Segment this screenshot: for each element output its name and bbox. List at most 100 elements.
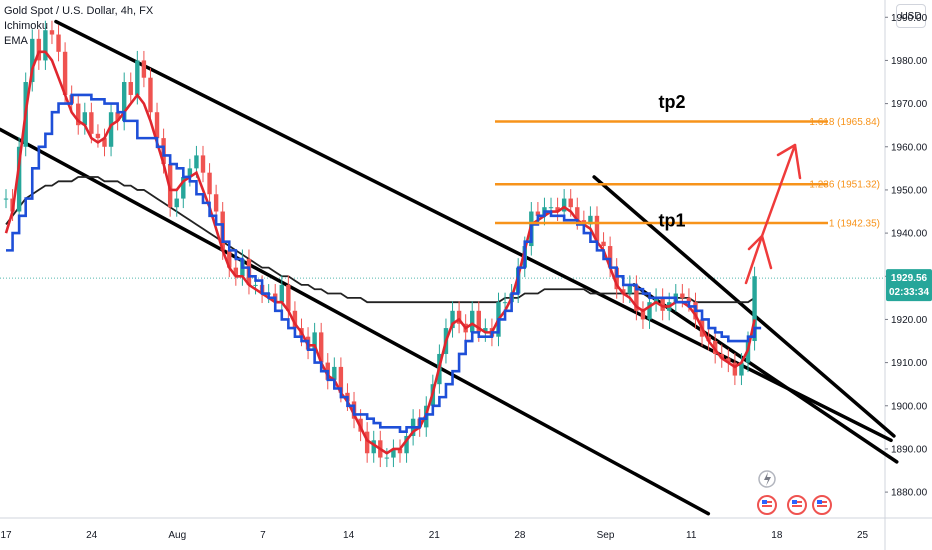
arrow-tp2-head[interactable] [776,143,802,180]
candle-body[interactable] [588,215,593,225]
price-tag[interactable] [886,269,932,302]
candle-body[interactable] [135,60,140,95]
candle-body[interactable] [279,284,284,303]
candle-body[interactable] [371,440,376,454]
candle-body[interactable] [647,302,652,320]
candle-body[interactable] [181,176,186,199]
candle-body[interactable] [653,297,659,303]
wedge-upper-line[interactable] [592,175,896,438]
candle-body[interactable] [555,207,560,212]
candle-body[interactable] [726,358,731,363]
us-flag-stripe [792,505,802,507]
candle-body[interactable] [194,155,199,169]
candle-body[interactable] [30,38,35,83]
candle-body[interactable] [233,267,239,277]
candle-body[interactable] [548,207,554,209]
candle-body[interactable] [318,332,324,363]
x-tick-label: Aug [168,530,186,541]
candle-body[interactable] [634,284,639,311]
candle-body[interactable] [49,30,55,35]
candle-body[interactable] [660,297,665,311]
x-tick-label: 14 [343,530,355,541]
candle-body[interactable] [476,310,481,333]
candle-body[interactable] [470,310,475,333]
us-flag-stripe [817,505,827,507]
arrow-tp1-shaft[interactable] [744,234,764,285]
candle-body[interactable] [364,431,370,454]
candle-body[interactable] [207,172,212,195]
upper-channel-line[interactable] [54,19,893,443]
candle-body[interactable] [43,30,48,61]
x-tick-label: Sep [597,530,615,541]
candle-body[interactable] [292,310,298,329]
candle-body[interactable] [102,138,107,147]
candle-body[interactable] [62,51,68,95]
candle-body[interactable] [213,194,219,212]
candle-body[interactable] [752,276,757,342]
candle-body[interactable] [338,366,344,393]
candle-body[interactable] [312,332,317,350]
candle-body[interactable] [141,60,147,78]
candle-body[interactable] [108,112,114,147]
candle-body[interactable] [502,302,508,304]
candle-body[interactable] [680,293,685,298]
candle-body[interactable] [483,328,488,333]
candle-body[interactable] [568,198,573,208]
lower-channel-line[interactable] [0,127,711,516]
candle-body[interactable] [89,112,94,134]
candle-body[interactable] [82,112,87,126]
candle-body[interactable] [404,435,409,454]
candle-body[interactable] [154,112,160,139]
candle-body[interactable] [187,168,193,177]
candle-body[interactable] [601,241,606,247]
ichimoku-line [4,50,756,455]
currency-button[interactable]: USD [896,4,926,28]
indicator-ichimoku-label[interactable]: Ichimoku [4,20,49,32]
candle-body[interactable] [594,215,600,242]
candle-body[interactable] [253,284,258,286]
candle-body[interactable] [397,448,403,454]
candle-body[interactable] [227,250,232,268]
candle-body[interactable] [640,310,646,320]
candle-body[interactable] [76,103,81,126]
candle-body[interactable] [575,207,580,221]
candle-body[interactable] [614,267,619,290]
candle-body[interactable] [391,448,396,458]
tp1-label: tp1 [659,211,686,231]
candle-body[interactable] [627,284,633,294]
candle-body[interactable] [719,353,724,359]
symbol-title[interactable]: Gold Spot / U.S. Dollar, 4h, FX [4,5,154,17]
candle-body[interactable] [286,284,291,311]
candle-body[interactable] [621,289,626,294]
candle-body[interactable] [332,366,337,380]
candle-body[interactable] [16,146,22,212]
candle-body[interactable] [732,362,738,376]
wedge-lower-line[interactable] [632,283,899,464]
candle-body[interactable] [561,198,567,212]
candle-body[interactable] [450,310,455,329]
candle-body[interactable] [3,198,9,200]
us-flag-canton [792,500,797,504]
candle-body[interactable] [200,155,206,173]
x-tick-label: 11 [686,530,697,541]
candle-body[interactable] [148,77,153,113]
candle-body[interactable] [128,82,133,95]
ema-line [6,93,762,433]
arrow-tp2-shaft[interactable] [760,143,797,238]
candle-body[interactable] [56,34,61,52]
candle-body[interactable] [384,457,390,459]
candle-body[interactable] [739,362,744,376]
candle-body[interactable] [456,310,462,324]
candle-body[interactable] [712,341,718,354]
indicator-ema-label[interactable]: EMA [4,35,28,47]
fib-level-label: 1.236 (1951.32) [809,180,880,191]
candle-body[interactable] [686,297,692,303]
candle-body[interactable] [95,133,101,139]
candle-body[interactable] [607,246,613,268]
candle-body[interactable] [174,198,179,208]
candle-body[interactable] [115,112,120,121]
candle-body[interactable] [121,82,127,121]
candle-body[interactable] [535,211,541,216]
candle-body[interactable] [36,38,42,61]
